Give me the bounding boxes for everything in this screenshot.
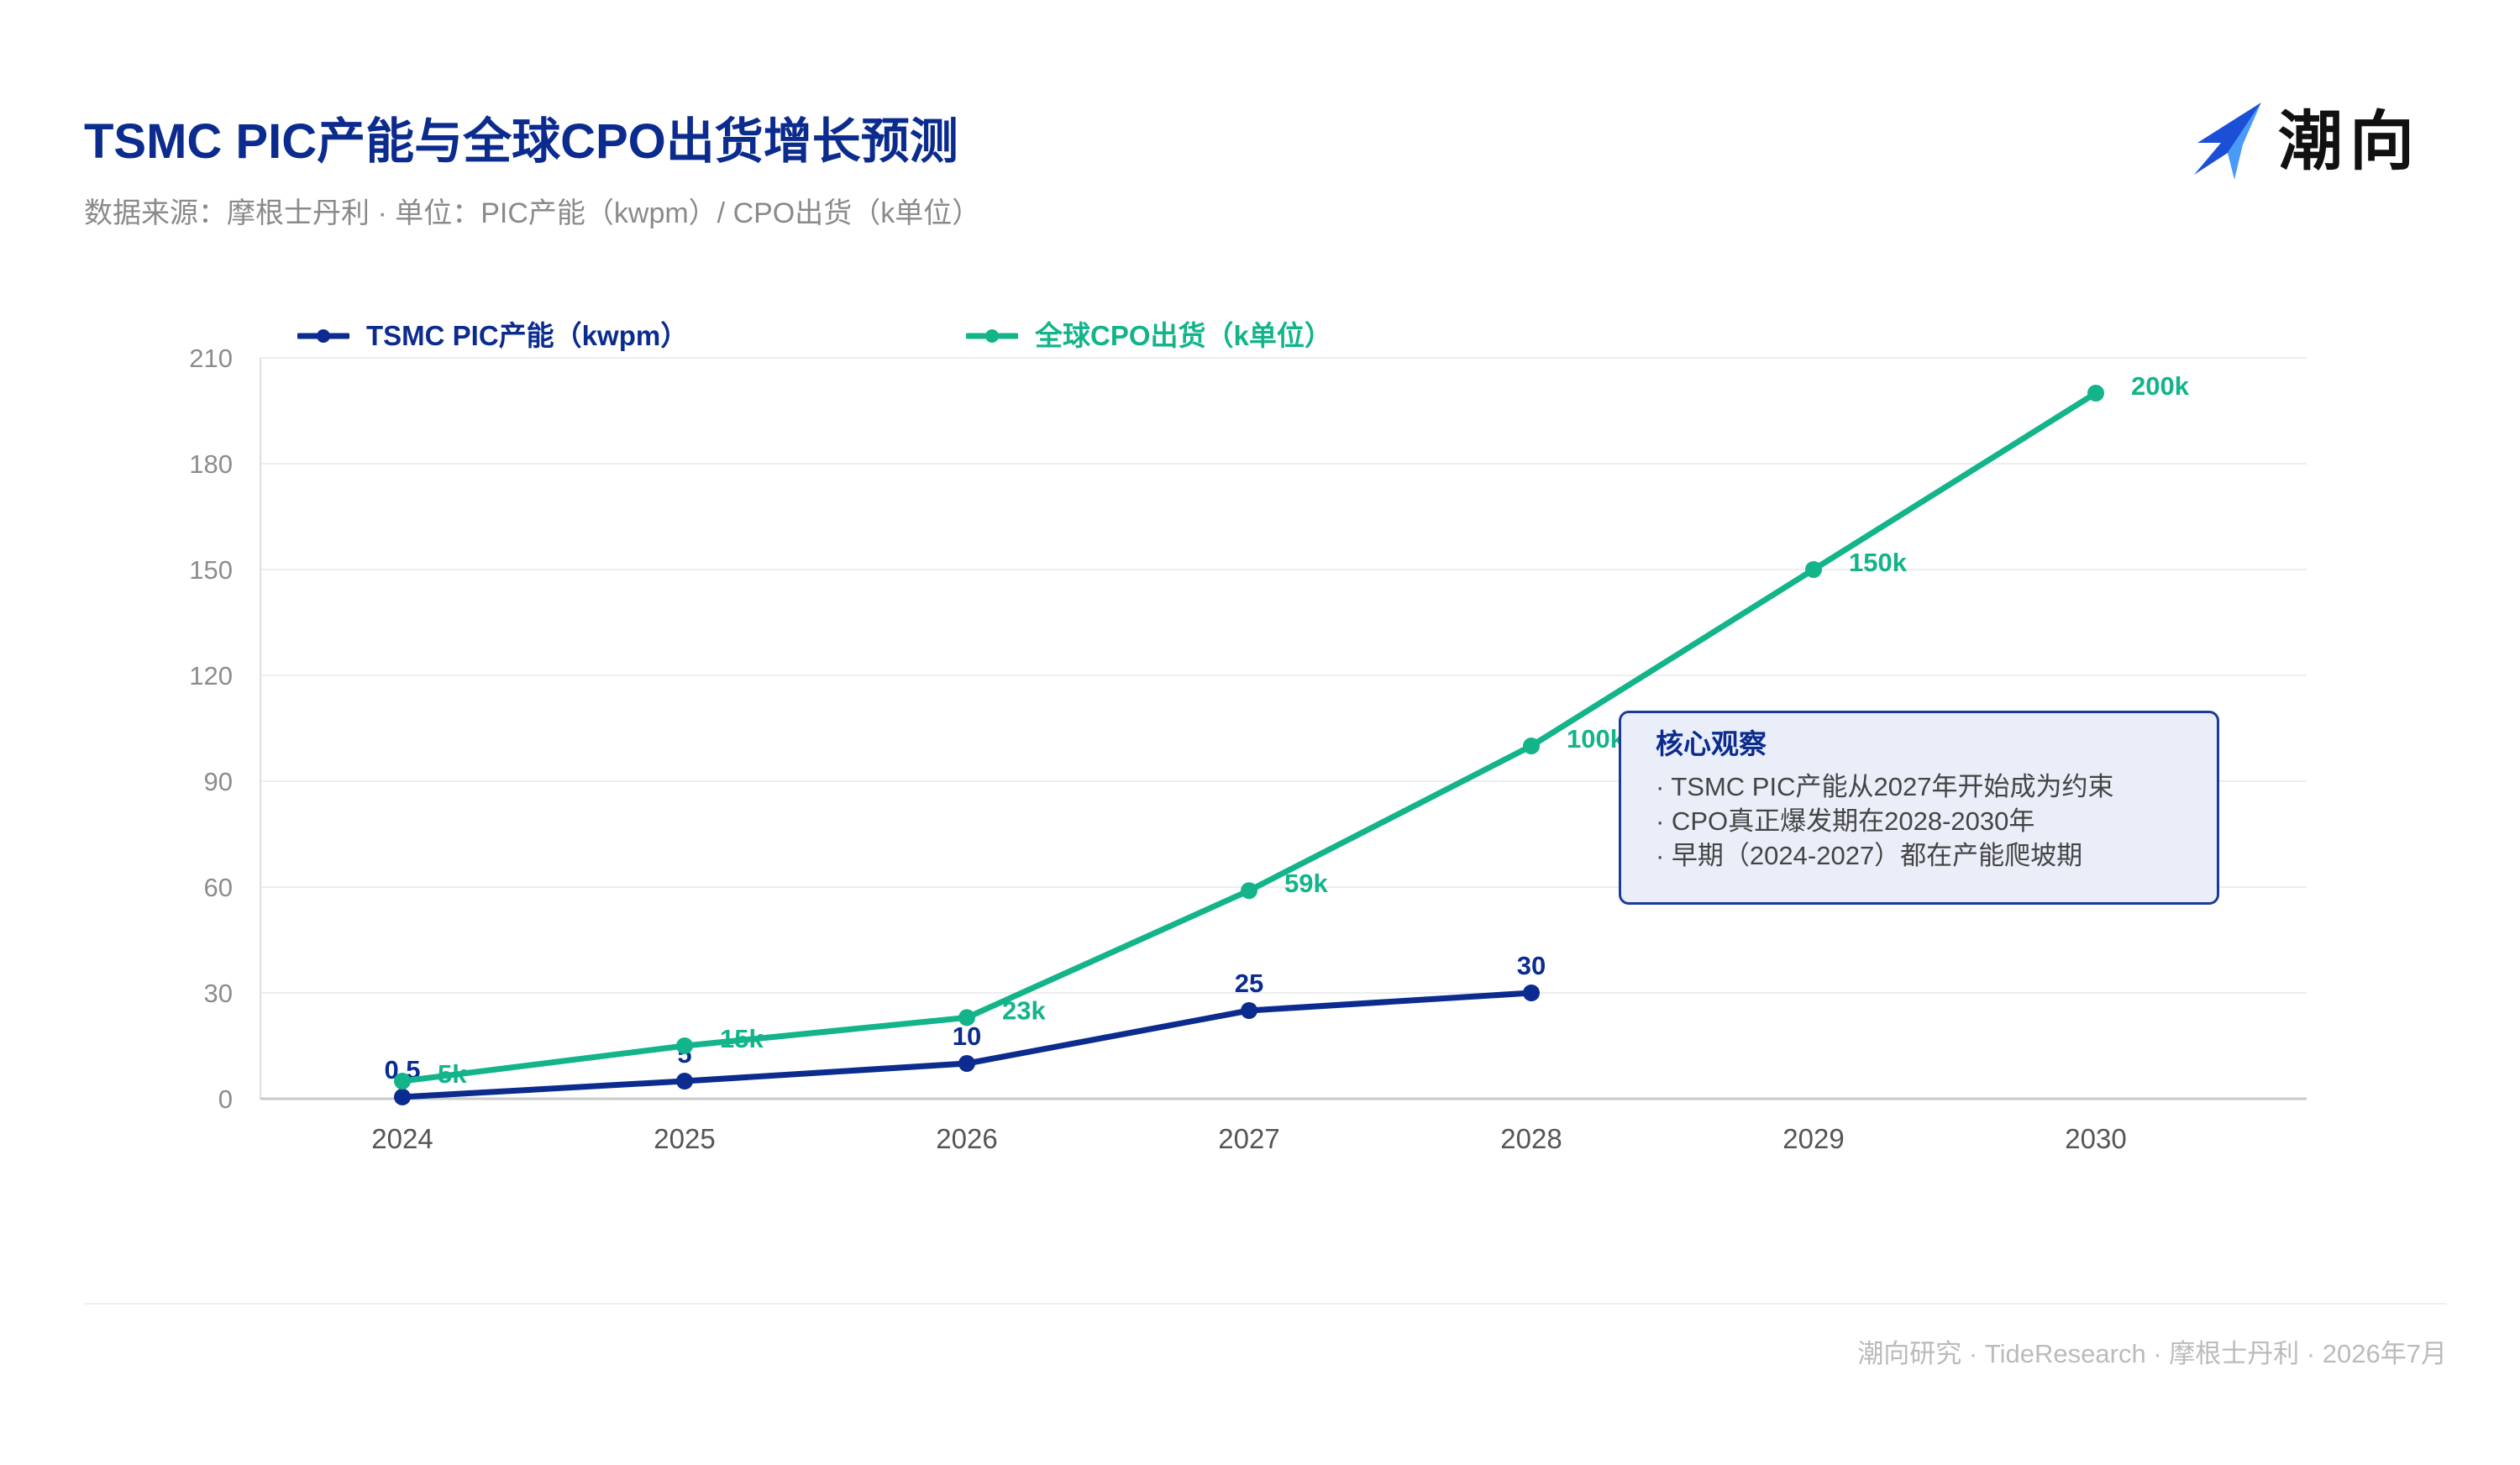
data-point xyxy=(1241,882,1257,900)
data-label: 200k xyxy=(2131,371,2190,401)
legend-item-cpo: 全球CPO出货（k单位） xyxy=(966,316,1332,356)
data-point xyxy=(958,1055,975,1072)
x-tick-label: 2029 xyxy=(1782,1123,1844,1154)
y-tick-label: 210 xyxy=(189,344,233,373)
data-point xyxy=(1241,1002,1257,1019)
x-tick-label: 2027 xyxy=(1218,1123,1279,1154)
annotation-item: · 早期（2024-2027）都在产能爬坡期 xyxy=(1656,841,2083,870)
logo-text: 潮向 xyxy=(2278,106,2421,178)
data-point xyxy=(1523,738,1540,754)
footer-divider xyxy=(84,1303,2447,1305)
data-point xyxy=(394,1088,411,1105)
y-tick-label: 30 xyxy=(204,979,233,1008)
data-label: 15k xyxy=(720,1024,764,1053)
legend-marker-tsmc-pic xyxy=(297,329,349,343)
data-point xyxy=(1805,561,1822,578)
y-tick-label: 60 xyxy=(204,873,233,902)
chart-subtitle: 数据来源：摩根士丹利 · 单位：PIC产能（kwpm）/ CPO出货（k单位） xyxy=(84,197,981,229)
x-tick-label: 2024 xyxy=(371,1123,433,1154)
series-tsmc-pic: 0.55102530 xyxy=(384,951,1546,1105)
y-tick-label: 150 xyxy=(189,555,233,585)
data-label: 5k xyxy=(438,1059,467,1089)
series-cpo: 5k 15k 23k 59k 100k 150k 200k xyxy=(394,371,2190,1090)
y-tick-label: 120 xyxy=(189,661,233,690)
annotation-title: 核心观察 xyxy=(1656,728,1767,759)
x-tick-label: 2030 xyxy=(2065,1123,2126,1154)
x-tick-label: 2028 xyxy=(1500,1123,1562,1154)
y-tick-label: 0 xyxy=(218,1084,233,1114)
data-point xyxy=(676,1037,693,1054)
data-point xyxy=(958,1009,975,1027)
legend-label-tsmc-pic: TSMC PIC产能（kwpm） xyxy=(366,320,689,351)
data-label: 100k xyxy=(1567,724,1625,754)
x-axis-labels: 2024 2025 2026 2027 2028 2029 2030 xyxy=(371,1123,2126,1154)
data-label: 23k xyxy=(1002,995,1046,1025)
annotation-item: · CPO真正爆发期在2028-2030年 xyxy=(1656,806,2035,836)
legend-item-tsmc-pic: TSMC PIC产能（kwpm） xyxy=(297,316,688,356)
y-tick-label: 180 xyxy=(189,449,233,479)
x-tick-label: 2025 xyxy=(654,1123,715,1154)
footer-credit: 潮向研究 · TideResearch · 摩根士丹利 · 2026年7月 xyxy=(1857,1339,2447,1368)
annotation-item: · TSMC PIC产能从2027年开始成为约束 xyxy=(1656,772,2114,801)
tide-logo-icon xyxy=(2194,102,2261,180)
data-point xyxy=(2087,385,2104,402)
legend-marker-cpo xyxy=(966,329,1018,343)
y-tick-label: 90 xyxy=(204,767,233,796)
data-point xyxy=(1523,985,1540,1001)
data-label: 30 xyxy=(1517,951,1546,980)
data-label: 150k xyxy=(1849,548,1908,577)
gridlines: 0 30 60 90 120 150 180 210 xyxy=(189,344,2307,1114)
data-point xyxy=(676,1073,693,1090)
legend-label-cpo: 全球CPO出货（k单位） xyxy=(1035,320,1332,351)
chart-title: TSMC PIC产能与全球CPO出货增长预测 xyxy=(84,114,958,169)
data-label: 10 xyxy=(953,1021,981,1051)
data-point xyxy=(394,1073,411,1090)
insight-annotation-box: 核心观察 · TSMC PIC产能从2027年开始成为约束 · CPO真正爆发期… xyxy=(1619,711,2219,905)
data-label: 59k xyxy=(1284,869,1328,898)
annotation-list: · TSMC PIC产能从2027年开始成为约束 · CPO真正爆发期在2028… xyxy=(1656,769,2113,873)
data-label: 25 xyxy=(1235,969,1263,998)
x-tick-label: 2026 xyxy=(936,1123,997,1154)
